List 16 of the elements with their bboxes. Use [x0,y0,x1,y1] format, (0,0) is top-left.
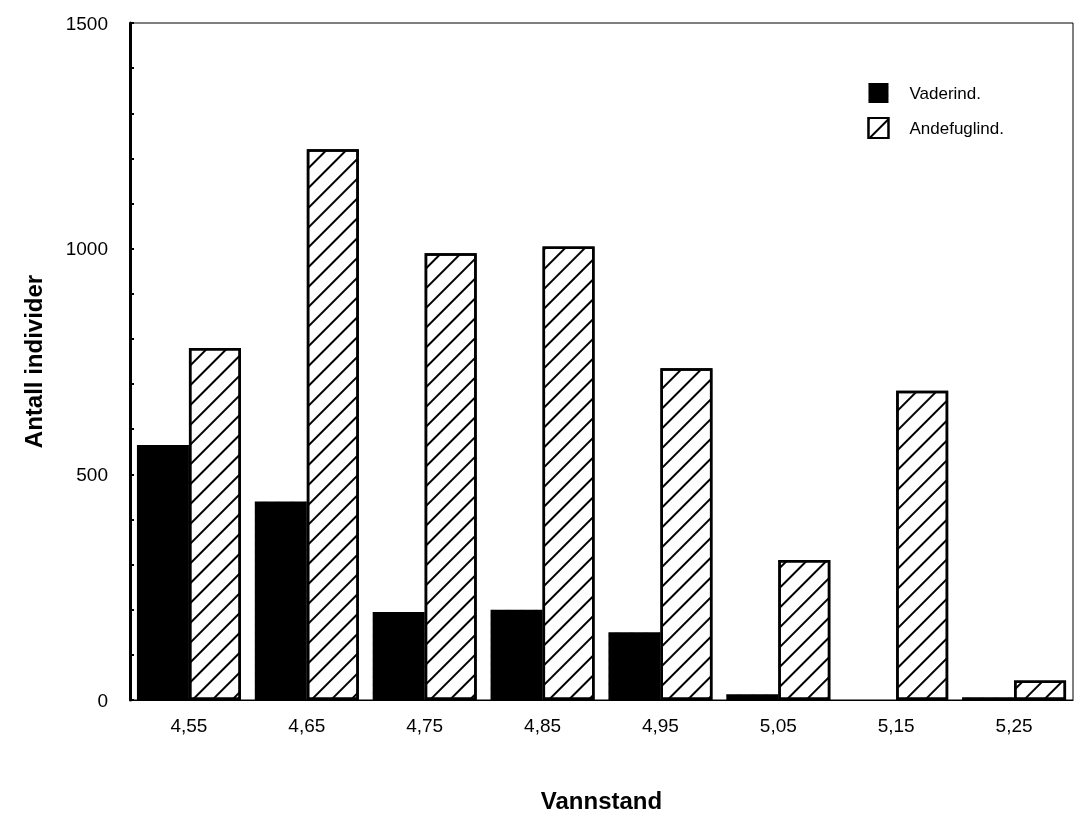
x-tick-label: 4,55 [170,715,208,736]
y-tick-label: 1500 [65,12,108,34]
legend-label: Andefuglind. [909,118,1005,138]
legend-label: Vaderind. [909,83,981,103]
x-tick-label: 4,75 [406,715,444,736]
x-tick-label: 5,15 [877,715,915,736]
x-tick-label: 4,95 [641,715,679,736]
y-tick-label: 500 [76,463,108,485]
x-axis-title: Vannstand [540,786,663,814]
y-axis-title: Antall individer [19,274,47,449]
x-tick-label: 4,65 [288,715,326,736]
y-tick-label: 0 [97,689,108,711]
x-tick-label: 5,05 [759,715,797,736]
x-tick-label: 5,25 [995,715,1033,736]
y-tick-label: 1000 [65,238,108,260]
x-tick-label: 4,85 [524,715,562,736]
